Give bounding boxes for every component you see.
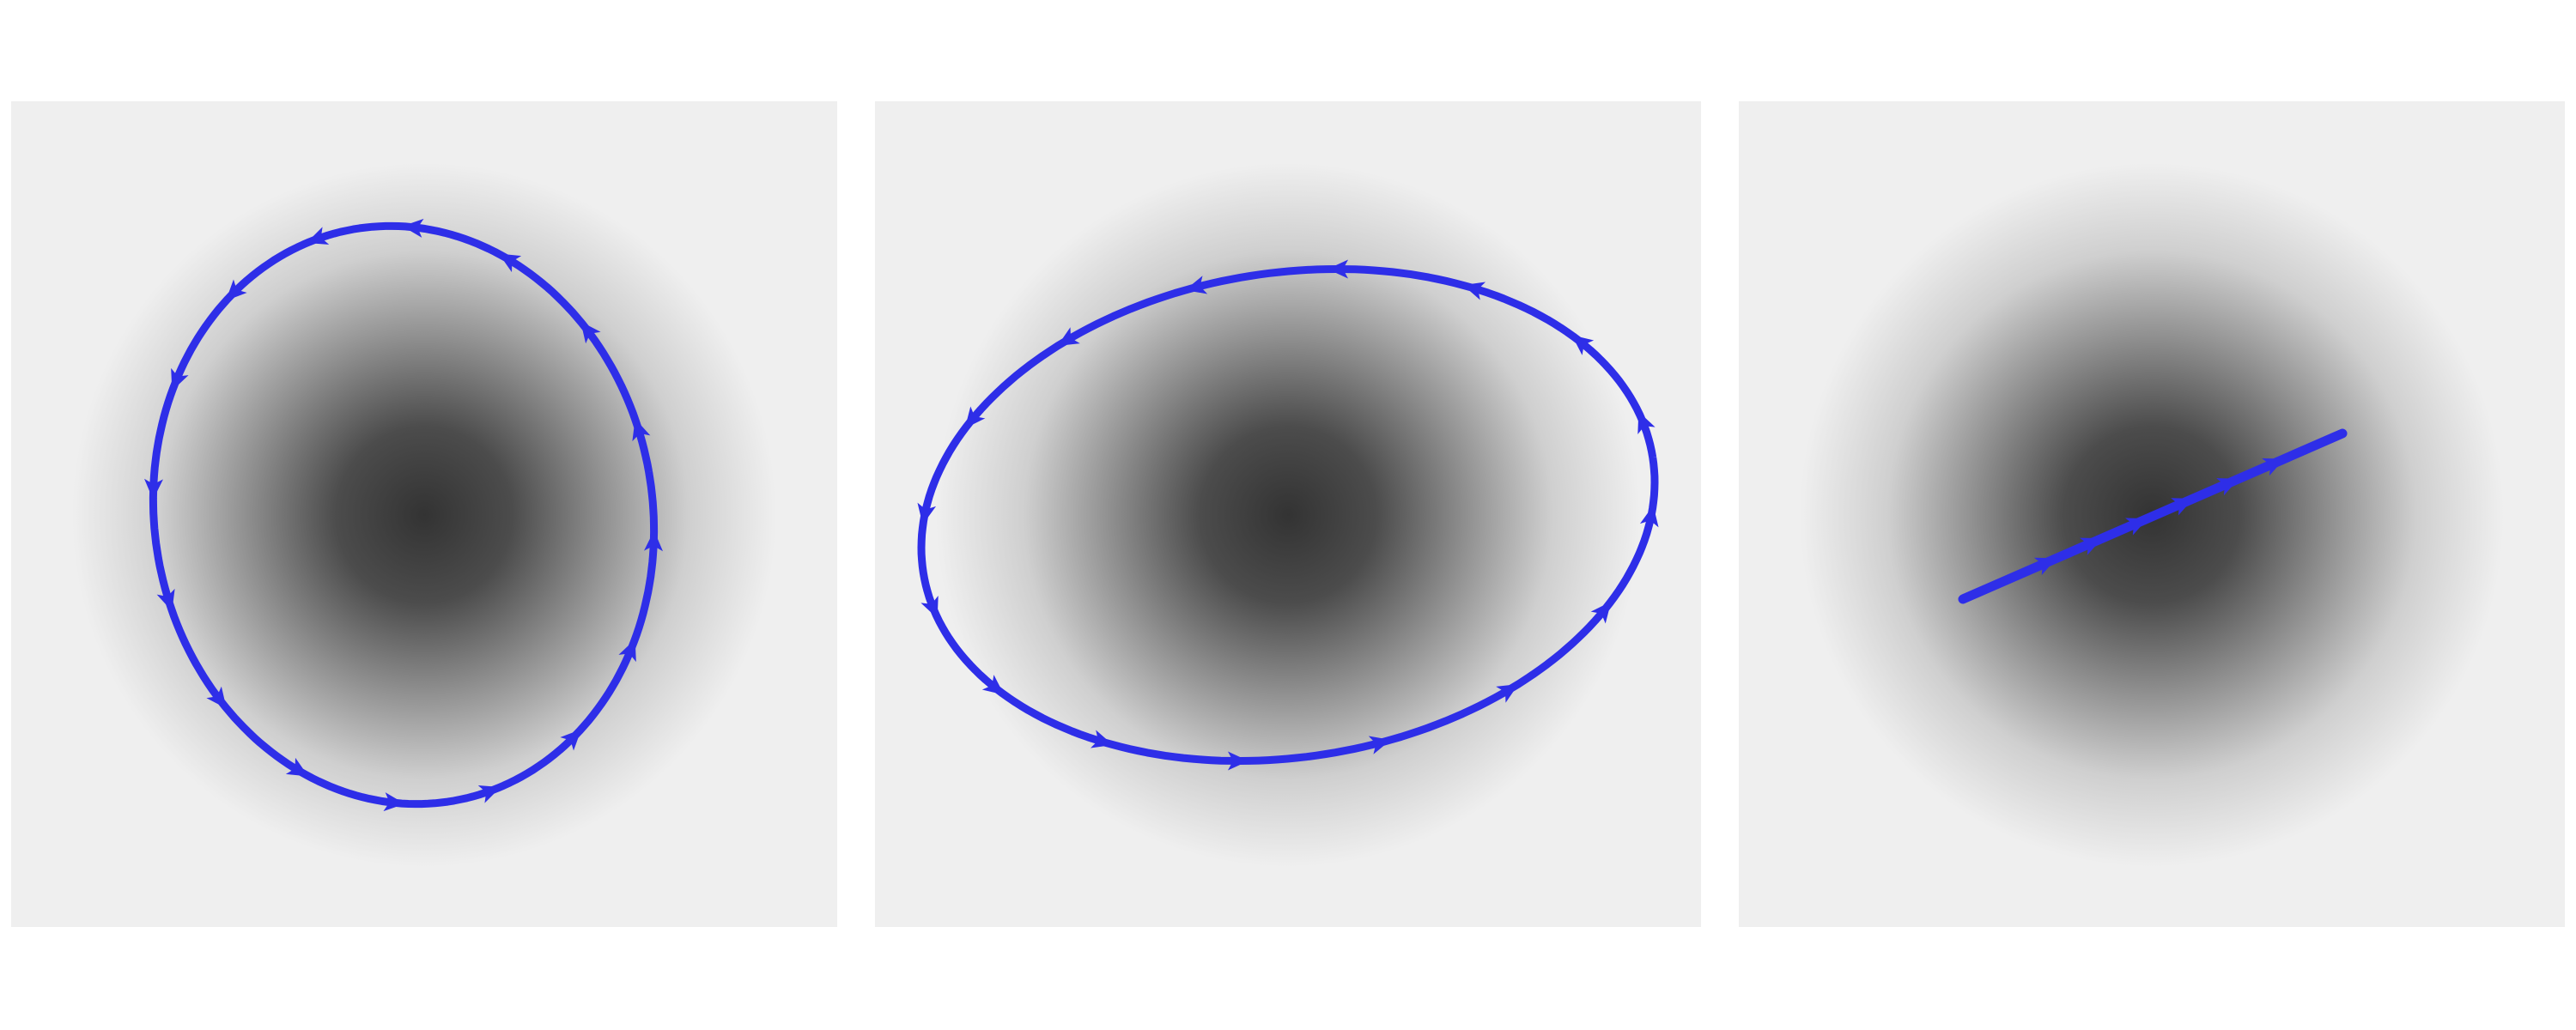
panel-1-arrow	[477, 785, 501, 803]
panel-2-density-blob	[936, 163, 1640, 867]
panel-1-arrow	[560, 729, 582, 751]
panel-2-arrow	[1571, 335, 1595, 355]
panel-3-arrow	[2079, 537, 2103, 555]
panel-2-arrow	[917, 502, 937, 525]
panel-2-arrow	[1590, 601, 1612, 624]
panel-1-arrow	[206, 686, 227, 709]
panel-2-arrow	[1462, 282, 1486, 300]
panel-1-arrow	[285, 757, 309, 777]
panel-1-arrow	[383, 792, 405, 812]
panel-3	[1739, 101, 2565, 927]
panel-2-arrow	[920, 595, 939, 619]
panel-3-arrow	[2125, 518, 2148, 536]
panel-1-arrow	[644, 530, 663, 552]
panel-3-arrow	[2171, 498, 2194, 516]
panel-3-arrow	[2262, 457, 2285, 476]
panel-1-arrow	[144, 478, 163, 500]
panel-2-arrow	[1090, 730, 1114, 748]
panel-2-arrow	[1327, 259, 1349, 279]
panel-1-orbit-path	[149, 221, 659, 809]
panel-2-arrow	[1639, 505, 1659, 528]
panel-1-arrow	[225, 279, 247, 301]
panel-2-arrow	[1057, 327, 1080, 346]
panel-1-arrow	[306, 227, 330, 245]
panel-1-arrow	[156, 588, 175, 612]
panel-3-arrow	[2216, 478, 2239, 496]
panel-2-arrow	[1368, 736, 1391, 754]
panel-1-arrow	[402, 218, 424, 238]
panel-2-arrow	[1227, 751, 1249, 771]
panel-2-arrow	[981, 675, 1005, 695]
panel-2-arrow	[964, 406, 986, 429]
panel-2	[875, 101, 1701, 927]
panel-2-orbit-path	[917, 265, 1659, 765]
panel-3-arrow	[2033, 557, 2057, 575]
panel-2-trajectory	[917, 259, 1659, 771]
panel-2-arrow	[1496, 684, 1519, 703]
panel-1-arrow	[171, 367, 189, 391]
panel-1-trajectory	[144, 218, 663, 812]
panel-1-arrow	[498, 253, 522, 273]
panel-3-trajectory	[1958, 428, 2348, 604]
panel-2-arrow	[1185, 276, 1208, 294]
panel-1-arrow	[632, 418, 651, 442]
panel-2-arrow	[1637, 411, 1656, 435]
panel-1-arrow	[618, 639, 636, 663]
panel-1	[11, 101, 837, 927]
panel-1-arrow	[580, 321, 601, 344]
panel-1-density-blob	[72, 163, 776, 867]
